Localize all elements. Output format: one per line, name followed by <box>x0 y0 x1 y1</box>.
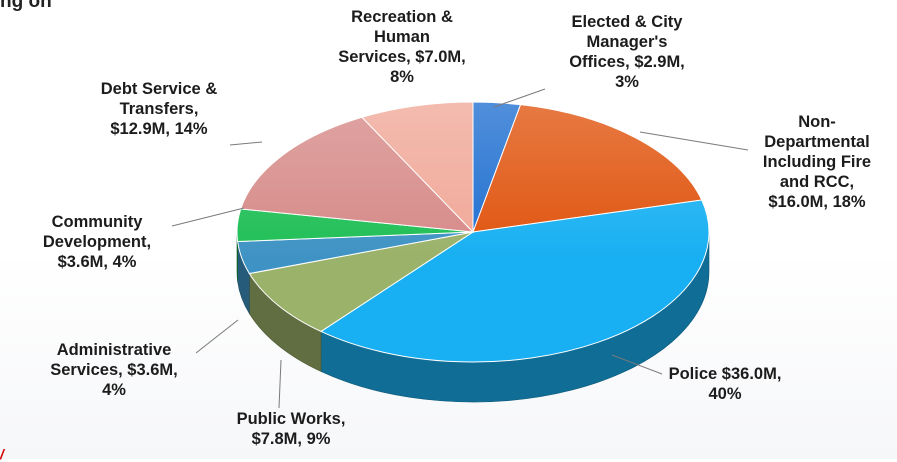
leader-line-administrative-services <box>195 319 239 354</box>
label-elected-city-manager: Elected & City Manager's Offices, $2.9M,… <box>569 13 685 91</box>
leader-line-public-works <box>278 359 282 409</box>
label-police: Police $36.0M, 40% <box>668 365 782 403</box>
red-mark: / <box>0 446 4 462</box>
leader-line-police <box>611 354 663 375</box>
leader-line-debt-service <box>229 141 263 146</box>
leader-line-elected-city-manager <box>493 88 546 108</box>
leader-lines <box>171 88 749 409</box>
label-community-development: Community Development, $3.6M, 4% <box>42 213 152 271</box>
leader-line-non-departmental <box>639 131 749 151</box>
pie-sides <box>236 231 710 403</box>
leader-line-community-development <box>171 207 245 227</box>
pie-top-faces <box>236 101 710 363</box>
pie-top-highlight <box>237 102 709 362</box>
label-recreation-human-services: Recreation & Human Services, $7.0M, 8% <box>338 8 466 86</box>
label-public-works: Public Works, $7.8M, 9% <box>236 410 346 448</box>
label-non-departmental: Non- Departmental Including Fire and RCC… <box>762 113 872 211</box>
label-debt-service: Debt Service & Transfers, $12.9M, 14% <box>100 80 218 138</box>
cropped-heading-text: ng on <box>0 0 52 12</box>
label-administrative-services: Administrative Services, $3.6M, 4% <box>50 341 178 399</box>
